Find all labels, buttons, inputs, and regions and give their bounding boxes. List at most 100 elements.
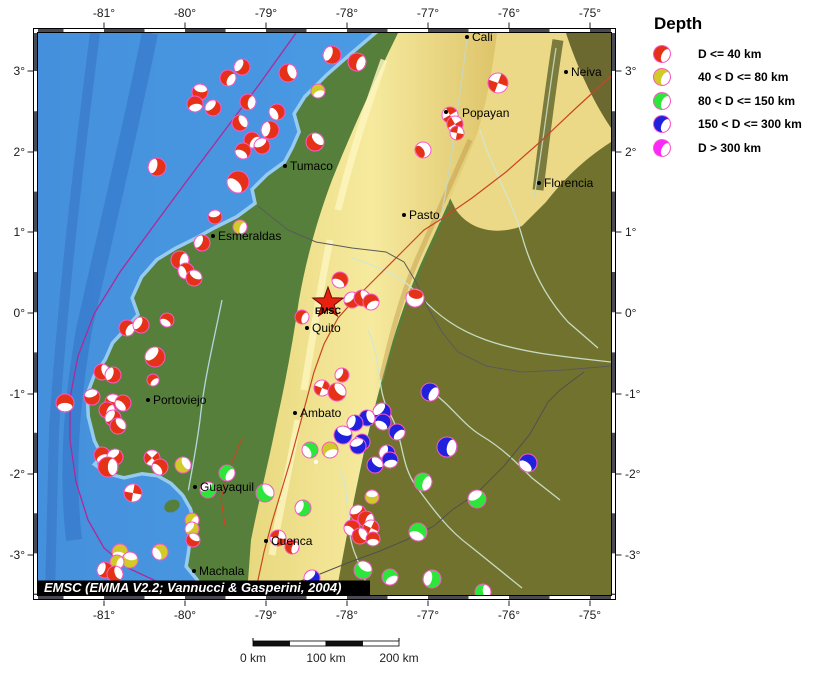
city-tumaco: Tumaco: [283, 159, 333, 173]
legend-item-label: 40 < D <= 80 km: [698, 70, 789, 85]
epicenter-star: [311, 285, 345, 318]
focal-mechanism-d40: [97, 456, 119, 478]
city-label: Machala: [199, 564, 245, 578]
ocean-trench-shading: [62, 33, 158, 541]
focal-mechanism-d150: [408, 522, 428, 542]
focal-mechanism-d300: [349, 437, 367, 455]
lat-label-left: -1°: [10, 387, 26, 401]
focal-mechanism-d40: [284, 539, 300, 555]
focal-mechanism-d80: [321, 441, 339, 459]
focal-mechanism-d40: [449, 125, 465, 141]
focal-mechanism-d80: [653, 68, 671, 87]
focal-mechanism-d40: [294, 309, 310, 325]
focal-mechanism-d150: [218, 464, 236, 482]
city-neiva: Neiva: [564, 65, 602, 79]
city-label: Cali: [472, 30, 493, 44]
legend-items: D <= 40 km 40 < D <= 80 km 80 < D <= 150 k…: [640, 42, 812, 160]
focal-mechanism-d40: [365, 531, 381, 547]
lon-label-top: -78°: [336, 6, 358, 20]
snow-cap: [313, 459, 319, 465]
focal-mechanism-d80: [184, 521, 200, 537]
focal-mechanism-d150: [301, 441, 319, 459]
focal-mechanism-d40: [226, 170, 250, 194]
city-label: Ambato: [300, 406, 342, 420]
city-label: Neiva: [571, 65, 602, 79]
focal-mechanism-d40: [147, 157, 167, 177]
city-popayan: Popayan: [444, 106, 509, 120]
lon-label-bottom: -78°: [336, 608, 358, 622]
focal-mechanism-d40: [239, 93, 257, 111]
legend-item-d300: 150 < D <= 300 km: [640, 113, 812, 137]
lat-label-right: -1°: [625, 387, 641, 401]
focal-mechanism-d40: [159, 312, 175, 328]
city-dot: [283, 164, 287, 168]
lon-label-top: -80°: [174, 6, 196, 20]
epicenter-label: EMSC: [315, 306, 342, 316]
lat-label-right: 0°: [625, 306, 637, 320]
river: [479, 129, 599, 349]
legend-item-d300p: D > 300 km: [640, 136, 812, 160]
focal-mechanism-d150: [255, 483, 275, 503]
lon-label-bottom: -81°: [93, 608, 115, 622]
focal-mechanism-d150: [199, 481, 217, 499]
focal-mechanism-d40: [114, 394, 132, 412]
city-dot: [192, 569, 196, 573]
focal-mechanism-d40: [151, 458, 169, 476]
focal-mechanism-d80: [151, 543, 169, 561]
legend-ball-icon: [653, 138, 671, 157]
scalebar-segment: [362, 640, 400, 647]
focal-mechanism-d40: [653, 44, 671, 63]
legend-title: Depth: [654, 14, 703, 33]
focal-mechanism-d40: [313, 379, 331, 397]
legend-ball-icon: [653, 91, 671, 110]
focal-mechanism-d40: [146, 373, 160, 387]
focal-mechanism-d40: [83, 388, 101, 406]
lat-label-left: 3°: [14, 64, 26, 78]
city-cuenca: Cuenca: [264, 534, 313, 548]
city-machala: Machala: [192, 564, 245, 578]
city-dot: [264, 539, 268, 543]
lon-label-bottom: -79°: [255, 608, 277, 622]
city-cali: Cali: [465, 30, 493, 44]
legend-item-d150: 80 < D <= 150 km: [640, 89, 812, 113]
attribution-bar: [38, 580, 370, 595]
lat-label-left: 1°: [14, 225, 26, 239]
city-dot: [293, 411, 297, 415]
city-pasto: Pasto: [402, 208, 440, 222]
focal-mechanism-d150: [474, 583, 492, 595]
focal-mechanism-d300: [346, 414, 364, 432]
city-dot: [537, 181, 541, 185]
focal-mechanism-d150: [653, 91, 671, 110]
lon-label-bottom: -77°: [417, 608, 439, 622]
city-label: Pasto: [409, 208, 440, 222]
focal-mechanism-d40: [132, 316, 150, 334]
lat-label-left: -3°: [10, 548, 26, 562]
focal-mechanism-d40: [144, 346, 166, 368]
city-esmeraldas: Esmeraldas: [211, 229, 281, 243]
focal-mechanism-d40: [278, 63, 298, 83]
focal-mechanism-d40: [347, 52, 367, 72]
focal-mechanism-d40: [260, 120, 280, 140]
city-dot: [305, 326, 309, 330]
focal-mechanism-d300: [388, 423, 406, 441]
lat-label-right: 2°: [625, 145, 637, 159]
focal-mechanism-d40: [253, 137, 271, 155]
city-guayaquil: Guayaquil: [193, 480, 254, 494]
focal-mechanism-d40: [186, 95, 204, 113]
lat-label-right: 3°: [625, 64, 637, 78]
lon-label-bottom: -80°: [174, 608, 196, 622]
river: [351, 257, 611, 363]
focal-mechanism-d300: [420, 382, 440, 402]
lat-label-right: -2°: [625, 467, 641, 481]
focal-mechanism-d40: [123, 483, 143, 503]
focal-mechanism-d40: [231, 114, 249, 132]
legend-item-label: D <= 40 km: [698, 46, 762, 61]
focal-mechanism-d40: [305, 132, 325, 152]
city-label: Guayaquil: [200, 480, 254, 494]
small-island: [183, 489, 189, 495]
focal-mechanism-d300: [333, 425, 353, 445]
andes-east-shadow: [378, 138, 473, 381]
city-label: Portoviejo: [153, 393, 207, 407]
